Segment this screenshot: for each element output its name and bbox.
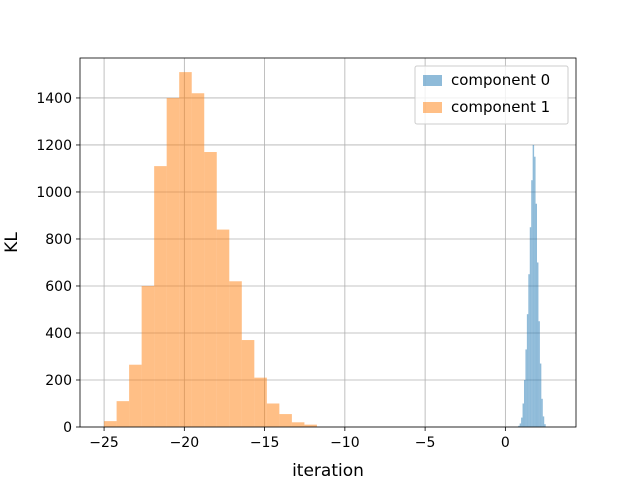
x-tick-label: −10	[330, 435, 360, 451]
histogram-bar-series-0	[535, 203, 537, 427]
x-tick-label: −25	[89, 435, 119, 451]
histogram-bar-series-1	[141, 285, 155, 427]
histogram-bar-series-0	[534, 156, 536, 427]
histogram-bar-series-1	[116, 401, 130, 427]
legend-swatch-1	[423, 102, 442, 113]
y-axis-label: KL	[2, 232, 22, 253]
histogram-bar-series-0	[528, 274, 530, 427]
histogram-bar-series-1	[204, 152, 217, 427]
y-tick-label: 1200	[36, 138, 72, 154]
histogram-bar-series-1	[254, 377, 267, 427]
histogram-bar-series-0	[539, 363, 542, 427]
plot-frame	[79, 57, 577, 428]
histogram-bar-series-1	[179, 72, 192, 427]
histogram-bar-series-0	[526, 314, 529, 427]
histogram-bar-series-0	[531, 180, 533, 427]
y-tick-label: 800	[45, 232, 72, 248]
histogram-bar-series-0	[542, 416, 545, 427]
x-tick-label: −20	[170, 435, 200, 451]
y-tick-label: 0	[63, 420, 72, 436]
histogram-bar-series-1	[241, 340, 255, 427]
x-axis-label: iteration	[292, 461, 364, 480]
histogram-bar-series-1	[229, 281, 242, 427]
histogram-bar-series-1	[191, 93, 205, 428]
histogram-bar-series-0	[519, 423, 522, 427]
histogram-bar-series-0	[523, 379, 526, 427]
histogram-bar-series-1	[266, 403, 280, 427]
histogram-bar-series-0	[525, 349, 527, 427]
legend: component 0 component 1	[414, 65, 569, 125]
y-tick-label: 1000	[36, 185, 72, 201]
y-tick-label: 600	[45, 279, 72, 295]
histogram-bar-series-0	[541, 398, 543, 427]
histogram-bar-series-0	[529, 227, 532, 427]
legend-swatch-0	[423, 75, 442, 86]
histogram-bars	[104, 72, 546, 428]
histogram-bar-series-0	[532, 144, 535, 427]
legend-frame	[414, 65, 569, 125]
y-tick-label: 400	[45, 326, 72, 342]
histogram-bar-series-1	[304, 424, 317, 427]
x-tick-label: 0	[501, 435, 510, 451]
histogram-bar-series-0	[518, 425, 520, 427]
histogram-bar-series-1	[166, 97, 180, 427]
legend-label-1: component 1	[451, 98, 550, 116]
histogram-bar-series-1	[279, 414, 292, 427]
axis-ticks: −25 −20 −15 −10 −5 0 0 200 400 600 800 1000 1200 1400	[36, 91, 509, 451]
y-tick-label: 200	[45, 373, 72, 389]
y-tick-label: 1400	[36, 91, 72, 107]
x-tick-label: −5	[415, 435, 436, 451]
histogram-bar-series-1	[104, 421, 117, 427]
histogram-bar-series-0	[536, 262, 539, 427]
histogram-bar-series-1	[216, 229, 230, 427]
x-tick-label: −15	[250, 435, 280, 451]
histogram-bar-series-1	[291, 422, 305, 427]
histogram-bar-series-0	[544, 424, 546, 427]
histogram-bar-series-1	[129, 364, 142, 427]
histogram-bar-series-0	[522, 403, 524, 427]
histogram-bar-series-0	[538, 321, 540, 427]
histogram-bar-series-0	[521, 417, 523, 427]
histogram-bar-series-1	[154, 166, 167, 427]
legend-label-0: component 0	[451, 71, 550, 89]
